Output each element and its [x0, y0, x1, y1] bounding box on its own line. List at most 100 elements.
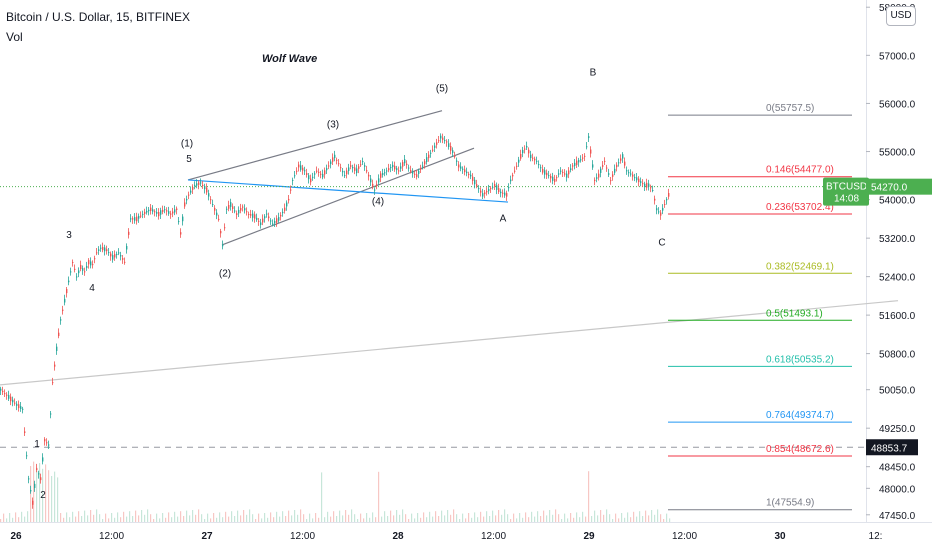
candle-body [200, 182, 202, 184]
volume-bar [330, 516, 332, 522]
price-axis-panel [866, 0, 932, 550]
candle-body [340, 167, 342, 169]
fib-label-0.854: 0.854(48672.6) [766, 444, 834, 455]
candle-body [576, 160, 578, 165]
volume-bar [435, 511, 437, 522]
candle-body [446, 141, 448, 143]
candle-body [258, 220, 260, 222]
volume-bar [144, 514, 146, 522]
volume-bar [660, 514, 662, 522]
volume-bar [402, 509, 404, 522]
candle-body [26, 455, 28, 457]
volume-bar [156, 513, 158, 522]
candle-body [472, 176, 474, 181]
candle-body [530, 154, 532, 159]
volume-bar [282, 511, 284, 522]
candle-body [408, 167, 410, 169]
candle-body [470, 174, 472, 177]
candle-body [634, 177, 636, 179]
candle-body [160, 210, 162, 215]
volume-bar [54, 471, 56, 522]
candle-body [388, 168, 390, 171]
candle-body [72, 262, 74, 264]
volume-bar [537, 511, 539, 522]
x-tick-label: 28 [392, 531, 404, 542]
volume-bar [366, 513, 368, 522]
candle-body [342, 170, 344, 173]
candle-body [414, 173, 416, 175]
volume-bar [612, 519, 614, 522]
volume-bar [573, 517, 575, 522]
fib-label-0: 0(55757.5) [766, 103, 814, 114]
volume-bar [354, 514, 356, 522]
volume-bar [213, 513, 215, 522]
volume-bar [93, 514, 95, 522]
candle-body [84, 271, 86, 273]
candle-body [268, 216, 270, 219]
candle-body [30, 490, 32, 492]
candle-body [368, 174, 370, 177]
candle-body [382, 173, 384, 175]
volume-bar [90, 510, 92, 522]
volume-bar [636, 516, 638, 522]
candle-body [188, 194, 190, 196]
volume-bar [390, 510, 392, 522]
candle-body [218, 218, 220, 220]
candle-body [140, 215, 142, 217]
volume-bar [525, 512, 527, 522]
x-tick-label: 12:00 [290, 531, 315, 542]
candle-body [626, 170, 628, 172]
candle-body [292, 179, 294, 181]
y-tick-label: 50800.0 [879, 350, 916, 361]
volume-bar [153, 519, 155, 522]
volume-indicator-label[interactable]: Vol [6, 30, 23, 44]
volume-bar [285, 516, 287, 522]
x-tick-label: 29 [583, 531, 595, 542]
candle-body [44, 439, 46, 442]
candle-body [540, 167, 542, 169]
candle-body [458, 164, 460, 168]
candle-body [490, 188, 492, 190]
volume-bar [297, 514, 299, 522]
candle-body [448, 143, 450, 147]
volume-bar [222, 517, 224, 522]
fib-label-0.5: 0.5(51493.1) [766, 308, 823, 319]
wave-label: (4) [372, 196, 384, 207]
candle-body [232, 206, 234, 209]
volume-bar [195, 514, 197, 522]
x-tick-label: 27 [201, 531, 213, 542]
volume-bar [135, 510, 137, 522]
candle-body [374, 189, 376, 191]
volume-bar [165, 517, 167, 522]
candle-body [248, 213, 250, 215]
candle-body [454, 156, 456, 158]
volume-bar [240, 515, 242, 522]
volume-bar [468, 513, 470, 522]
volume-bar [564, 513, 566, 522]
candle-body [174, 209, 176, 213]
candle-body [346, 170, 348, 175]
candle-body [182, 216, 184, 222]
volume-layer [0, 461, 671, 522]
candle-body [204, 186, 206, 190]
volume-bar [9, 513, 11, 522]
volume-bar [618, 518, 620, 522]
candle-body [648, 183, 650, 187]
volume-bar [600, 510, 602, 522]
currency-button[interactable]: USD [886, 6, 916, 26]
candle-body [170, 213, 172, 215]
volume-bar [381, 516, 383, 522]
volume-bar [453, 509, 455, 522]
candle-body [298, 164, 300, 168]
volume-bar [513, 513, 515, 522]
volume-bar [219, 512, 221, 522]
candle-body [606, 167, 608, 169]
candle-body [300, 165, 302, 170]
candle-body [396, 168, 398, 171]
volume-bar [630, 517, 632, 522]
candle-body [22, 408, 24, 410]
volume-bar [291, 515, 293, 522]
candle-body [594, 179, 596, 181]
volume-bar [279, 516, 281, 522]
